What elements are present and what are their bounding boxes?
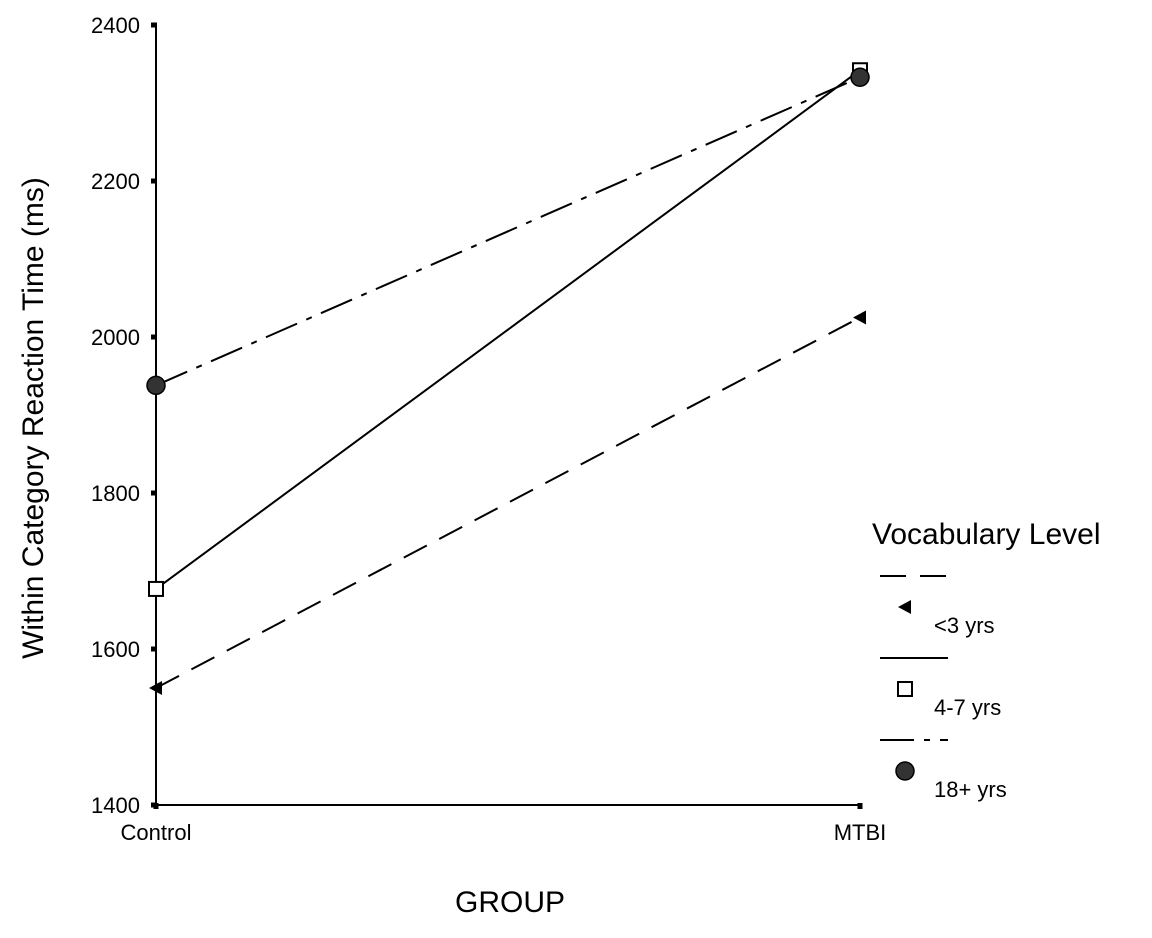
x-tick-mark bbox=[153, 803, 159, 809]
data-point bbox=[853, 310, 866, 325]
y-ticks: 1400 1600 1800 2000 2200 2400 bbox=[91, 13, 157, 818]
series-markers bbox=[146, 62, 870, 695]
x-axis-title: GROUP bbox=[455, 886, 565, 919]
data-point bbox=[146, 375, 166, 396]
y-tick-mark bbox=[151, 178, 157, 184]
legend-marker bbox=[895, 761, 915, 781]
series-lines bbox=[155, 69, 861, 689]
data-point bbox=[850, 67, 870, 88]
y-tick-label: 1600 bbox=[91, 637, 140, 662]
x-tick-label: MTBI bbox=[834, 820, 887, 845]
y-tick-mark bbox=[151, 22, 157, 28]
y-tick-label: 1400 bbox=[91, 793, 140, 818]
legend: Vocabulary Level <3 yrs 4-7 yrs 18+ yrs bbox=[872, 518, 1101, 802]
y-tick-label: 2200 bbox=[91, 169, 140, 194]
x-ticks: Control MTBI bbox=[121, 803, 887, 845]
y-tick-mark bbox=[151, 646, 157, 652]
y-tick-label: 1800 bbox=[91, 481, 140, 506]
series-line bbox=[155, 316, 861, 689]
legend-label: 18+ yrs bbox=[934, 777, 1007, 802]
legend-marker bbox=[898, 600, 911, 614]
legend-label: 4-7 yrs bbox=[934, 695, 1001, 720]
y-tick-label: 2400 bbox=[91, 13, 140, 38]
legend-label: <3 yrs bbox=[934, 613, 995, 638]
axes bbox=[155, 25, 862, 806]
data-point bbox=[148, 580, 164, 597]
y-tick-label: 2000 bbox=[91, 325, 140, 350]
series-line bbox=[155, 69, 861, 590]
legend-marker bbox=[897, 681, 913, 697]
x-tick-label: Control bbox=[121, 820, 192, 845]
x-tick-mark bbox=[857, 803, 863, 809]
y-tick-mark bbox=[151, 490, 157, 496]
legend-title: Vocabulary Level bbox=[872, 518, 1101, 551]
series-line bbox=[155, 76, 861, 387]
y-axis-title: Within Category Reaction Time (ms) bbox=[17, 177, 50, 659]
data-point bbox=[149, 681, 162, 695]
y-tick-mark bbox=[151, 334, 157, 340]
